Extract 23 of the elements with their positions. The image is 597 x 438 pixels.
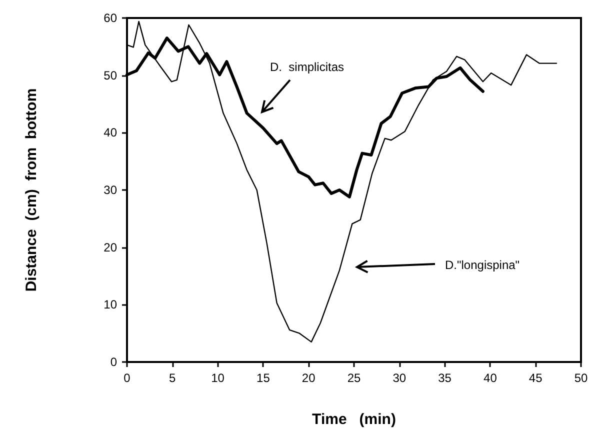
annotation: D."longispina" <box>445 258 520 272</box>
y-tick-label: 20 <box>104 240 118 254</box>
x-tick-label: 45 <box>528 371 543 385</box>
x-tick-label: 5 <box>169 371 176 385</box>
x-tick-label: 25 <box>347 371 361 385</box>
x-tick-label: 20 <box>302 371 316 385</box>
x-tick-label: 30 <box>392 371 406 385</box>
x-tick-label: 15 <box>256 371 270 385</box>
annotation: D. simplicitas <box>270 60 344 74</box>
y-tick-label: 10 <box>104 298 118 312</box>
x-tick-label: 35 <box>438 371 452 385</box>
y-tick-label: 40 <box>104 126 118 140</box>
y-tick-label: 50 <box>104 68 118 82</box>
y-axis-title: Distance (cm) from bottom <box>23 88 40 292</box>
y-tick-label: 60 <box>104 11 118 25</box>
x-axis-title: Time (min) <box>312 411 396 428</box>
x-tick-label: 50 <box>574 371 588 385</box>
x-tick-label: 10 <box>211 371 225 385</box>
y-tick-label: 30 <box>104 183 118 197</box>
line-series <box>126 20 558 343</box>
y-tick-label: 0 <box>110 355 118 369</box>
x-tick-label: 0 <box>124 371 131 385</box>
x-tick-label: 40 <box>484 371 498 385</box>
